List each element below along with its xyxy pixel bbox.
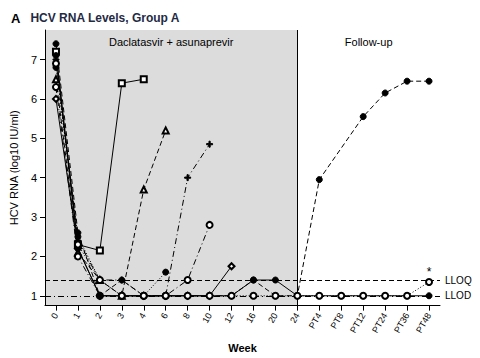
svg-text:20: 20 <box>266 311 280 325</box>
svg-text:3: 3 <box>31 211 37 223</box>
svg-text:PT24: PT24 <box>370 311 389 335</box>
svg-text:12: 12 <box>222 311 236 325</box>
svg-text:PT36: PT36 <box>392 311 411 335</box>
svg-text:5: 5 <box>31 132 37 144</box>
svg-text:LLOD: LLOD <box>445 290 471 301</box>
svg-text:PT12: PT12 <box>348 311 367 335</box>
svg-text:Daclatasvir + asunaprevir: Daclatasvir + asunaprevir <box>109 36 234 48</box>
svg-text:2: 2 <box>31 250 37 262</box>
svg-text:PT8: PT8 <box>329 311 346 330</box>
svg-text:2: 2 <box>93 311 104 320</box>
svg-text:Follow-up: Follow-up <box>345 36 393 48</box>
svg-text:*: * <box>427 265 432 279</box>
svg-text:Week: Week <box>228 342 257 354</box>
svg-text:10: 10 <box>200 311 214 325</box>
svg-text:6: 6 <box>31 93 37 105</box>
svg-text:A: A <box>11 10 21 26</box>
svg-text:8: 8 <box>181 311 192 320</box>
svg-text:HCV RNA Levels, Group A: HCV RNA Levels, Group A <box>30 11 179 25</box>
svg-text:HCV RNA (log10 IU/ml): HCV RNA (log10 IU/ml) <box>8 110 20 225</box>
svg-text:24: 24 <box>288 311 302 325</box>
svg-text:PT48: PT48 <box>414 311 433 335</box>
svg-text:1: 1 <box>31 290 37 302</box>
svg-text:0: 0 <box>49 311 60 320</box>
svg-text:6: 6 <box>159 311 170 320</box>
svg-text:7: 7 <box>31 54 37 66</box>
svg-text:4: 4 <box>137 311 148 320</box>
svg-text:4: 4 <box>31 172 37 184</box>
svg-text:16: 16 <box>244 311 258 325</box>
svg-text:1: 1 <box>71 311 82 320</box>
svg-text:PT4: PT4 <box>307 311 324 330</box>
svg-text:3: 3 <box>115 311 126 320</box>
svg-text:LLOQ: LLOQ <box>445 275 472 286</box>
